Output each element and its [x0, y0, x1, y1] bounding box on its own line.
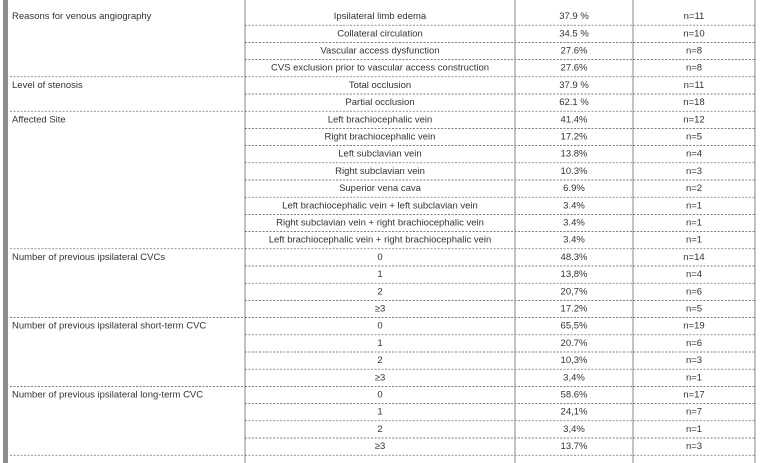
characteristic: ≥3 — [375, 304, 386, 315]
percent: 58.6% — [561, 390, 588, 401]
percent: 10.3% — [561, 166, 588, 177]
characteristic: Ipsilateral limb edema — [334, 11, 427, 22]
count: n=3 — [686, 166, 702, 177]
count: n=2 — [686, 183, 702, 194]
count: n=12 — [683, 114, 704, 125]
percent: 3,4% — [563, 424, 585, 435]
percent: 27.6% — [561, 63, 588, 74]
percent: 20.7% — [561, 338, 588, 349]
characteristic: 1 — [377, 407, 382, 418]
group-label: Reasons for venous angiography — [12, 11, 152, 22]
characteristic: CVS exclusion prior to vascular access c… — [271, 63, 489, 74]
percent: 3.4% — [563, 235, 585, 246]
characteristic: Right subclavian vein — [335, 166, 425, 177]
count: n=5 — [686, 132, 702, 143]
count: n=19 — [683, 321, 704, 332]
characteristic: Left brachiocephalic vein + right brachi… — [269, 235, 492, 246]
percent: 37.9 % — [559, 11, 589, 22]
characteristic: Right brachiocephalic vein — [325, 132, 436, 143]
percent: 6.9% — [563, 183, 585, 194]
characteristic: Superior vena cava — [339, 183, 422, 194]
percent: 3.4% — [563, 200, 585, 211]
characteristic: 2 — [377, 355, 382, 366]
percent: 13,8% — [561, 269, 588, 280]
percent: 65,5% — [561, 321, 588, 332]
count: n=1 — [686, 424, 702, 435]
count: n=6 — [686, 338, 702, 349]
percent: 3.4% — [563, 218, 585, 229]
percent: 37.9 % — [559, 80, 589, 91]
group-label: Affected Site — [12, 114, 66, 125]
characteristic: Left brachiocephalic vein + left subclav… — [282, 200, 478, 211]
count: n=17 — [683, 390, 704, 401]
characteristic: Right subclavian vein + right brachiocep… — [276, 218, 484, 229]
group-label: Number of previous ipsilateral CVCs — [12, 252, 165, 263]
characteristic: Vascular access dysfunction — [320, 46, 439, 57]
percent: 41.4% — [561, 114, 588, 125]
count: n=10 — [683, 28, 704, 39]
characteristic: Total occlusion — [349, 80, 411, 91]
count: n=4 — [686, 149, 702, 160]
percent: 13.8% — [561, 149, 588, 160]
count: n=7 — [686, 407, 702, 418]
characteristic: Collateral circulation — [337, 28, 423, 39]
count: n=6 — [686, 286, 702, 297]
characteristic: Partial occlusion — [345, 97, 414, 108]
characteristic: 0 — [377, 252, 382, 263]
characteristic: ≥3 — [375, 372, 386, 383]
percent: 62.1 % — [559, 97, 589, 108]
characteristic: ≥3 — [375, 441, 386, 452]
percent: 48.3% — [561, 252, 588, 263]
count: n=11 — [684, 80, 705, 91]
characteristic: 0 — [377, 390, 382, 401]
left-bar — [3, 0, 8, 463]
characteristic: 1 — [377, 269, 382, 280]
count: n=3 — [686, 441, 702, 452]
count: n=18 — [683, 97, 704, 108]
characteristic: 1 — [377, 338, 382, 349]
group-label: Level of stenosis — [12, 80, 83, 91]
percent: 27.6% — [561, 46, 588, 57]
group-label: Number of previous ipsilateral short-ter… — [12, 321, 206, 332]
percent: 17.2% — [561, 132, 588, 143]
count: n=1 — [686, 235, 702, 246]
percent: 3,4% — [563, 372, 585, 383]
count: n=8 — [686, 46, 702, 57]
percent: 10,3% — [561, 355, 588, 366]
characteristic: 2 — [377, 286, 382, 297]
count: n=1 — [686, 372, 702, 383]
count: n=11 — [684, 11, 705, 22]
characteristic: Left brachiocephalic vein — [328, 114, 433, 125]
percent: 13.7% — [561, 441, 588, 452]
count: n=1 — [686, 218, 702, 229]
count: n=3 — [686, 355, 702, 366]
percent: 24,1% — [561, 407, 588, 418]
percent: 34.5 % — [559, 28, 589, 39]
percent: 17.2% — [561, 304, 588, 315]
count: n=4 — [686, 269, 702, 280]
count: n=14 — [683, 252, 704, 263]
characteristic: 2 — [377, 424, 382, 435]
characteristic: Left subclavian vein — [338, 149, 421, 160]
group-label: Number of previous ipsilateral long-term… — [12, 390, 203, 401]
count: n=5 — [686, 304, 702, 315]
characteristic: 0 — [377, 321, 382, 332]
percent: 20,7% — [561, 286, 588, 297]
count: n=8 — [686, 63, 702, 74]
count: n=1 — [686, 200, 702, 211]
